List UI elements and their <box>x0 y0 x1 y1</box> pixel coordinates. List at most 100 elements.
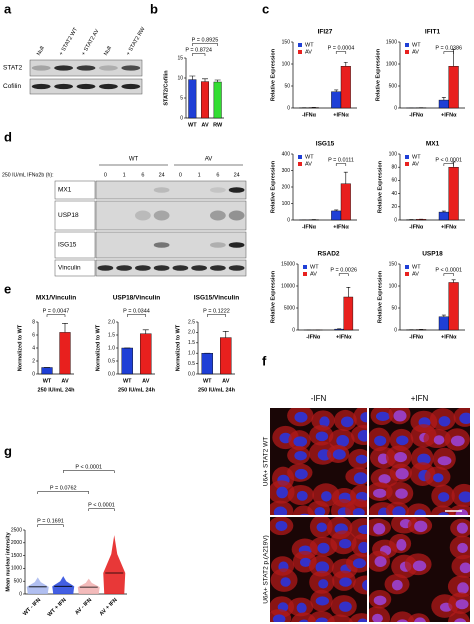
blot-band <box>97 265 114 271</box>
nucleus <box>396 435 409 446</box>
y-tick-label: 1500 <box>11 553 22 559</box>
y-axis-label: Normalized to WT <box>17 324 23 371</box>
nucleus <box>299 513 310 515</box>
x-tick-label: +IFNα <box>441 224 457 230</box>
nucleus <box>353 472 367 485</box>
nucleus <box>296 602 307 614</box>
annotation: P = 0.0004 <box>328 45 355 51</box>
blot-band <box>153 265 170 271</box>
bar <box>121 347 133 375</box>
nucleus <box>294 468 308 480</box>
y-tick-label: 0 <box>394 217 397 223</box>
y-tick-label: 200 <box>282 184 291 190</box>
x-tick-label: WT <box>43 378 52 384</box>
nucleus <box>339 577 352 587</box>
y-tick-label: 8 <box>32 319 35 325</box>
blot-band <box>153 187 170 193</box>
bracket <box>46 314 66 317</box>
annotation: P < 0.0001 <box>75 464 102 470</box>
annotation: P = 0.1691 <box>37 518 64 524</box>
y-tick-label: 0.0 <box>108 371 115 377</box>
bar <box>59 332 71 375</box>
nucleus <box>414 509 426 515</box>
legend-label: WT <box>310 264 319 270</box>
annotation: P = 0.8724 <box>185 47 212 53</box>
error-bar <box>222 331 229 338</box>
bar <box>343 296 354 331</box>
y-tick-label: 0 <box>180 115 183 121</box>
panel-letter: d <box>4 129 12 144</box>
y-tick-label: 2.0 <box>188 330 195 336</box>
blot-band <box>135 265 151 271</box>
time-label: 6 <box>216 172 219 178</box>
chart-title: USP18/Vinculin <box>113 295 161 302</box>
y-tick-label: 2000 <box>11 540 22 546</box>
lane-label: Null <box>103 46 113 57</box>
y-tick-label: 0 <box>287 217 290 223</box>
annotation: P < 0.0001 <box>435 267 462 273</box>
blot-band <box>228 187 245 193</box>
annotation: P = 0.0047 <box>43 308 70 314</box>
row-label-box <box>54 180 96 200</box>
nucleus <box>276 486 288 499</box>
nucleus <box>296 490 308 501</box>
bar <box>340 65 351 109</box>
chart-title: ISG15 <box>316 141 335 148</box>
y-tick-label: 2500 <box>11 527 22 533</box>
bar <box>448 65 459 109</box>
bracket <box>192 43 218 46</box>
bracket <box>443 273 454 276</box>
blot-band <box>153 242 170 248</box>
bracket <box>37 524 64 527</box>
error-bar <box>334 89 339 92</box>
nucleus <box>280 577 291 587</box>
y-tick-label: 100 <box>282 201 291 207</box>
legend-label: AV <box>305 161 312 167</box>
y-tick-label: 100 <box>389 283 398 289</box>
chart-title: MX1 <box>426 141 440 148</box>
nucleus <box>459 412 470 425</box>
bracket <box>335 51 347 54</box>
nucleus <box>374 556 387 568</box>
x-tick-label: RW <box>213 122 223 128</box>
x-tick-label: -IFNα <box>409 334 424 340</box>
nucleus <box>340 416 354 428</box>
annotation: P = 0.0111 <box>328 157 354 163</box>
blot-band <box>76 65 96 71</box>
nucleus <box>412 560 427 572</box>
y-tick-label: 15 <box>177 55 183 61</box>
blot-band <box>172 265 189 271</box>
cytoplasm <box>326 614 353 622</box>
blot-band <box>228 265 245 271</box>
nucleus <box>413 617 426 622</box>
chart-title: MX1/Vinculin <box>36 295 76 302</box>
y-tick-label: 5000 <box>284 305 295 311</box>
time-label: 0 <box>104 172 107 178</box>
nucleus <box>373 522 386 535</box>
y-tick-label: 20 <box>391 204 397 210</box>
x-tick-label: AV <box>201 122 209 128</box>
blot-band <box>210 210 226 221</box>
y-tick-label: 150 <box>389 261 398 267</box>
error-bar <box>202 78 208 82</box>
treatment-label: 250 IU/mL IFNα2b (h): <box>2 172 54 178</box>
x-tick-label: AV <box>222 378 230 384</box>
x-tick-label: AV - IFN <box>74 597 93 616</box>
bar <box>438 316 449 331</box>
nucleus <box>375 411 390 421</box>
x-tick-label: AV <box>61 378 69 384</box>
bracket <box>127 314 146 317</box>
y-tick-label: 0 <box>32 371 35 377</box>
bracket <box>37 491 89 494</box>
legend-swatch <box>298 43 302 47</box>
blot-band <box>210 265 226 271</box>
y-tick-label: 1.5 <box>108 332 115 338</box>
legend-label: AV <box>412 271 419 277</box>
nucleus <box>321 491 332 502</box>
lane-label: + STAT2 AV <box>81 28 101 57</box>
x-axis-label: 250 IU/mL 24h <box>38 387 76 393</box>
legend-label: WT <box>305 154 314 160</box>
x-tick-label: -IFNα <box>306 334 321 340</box>
bracket <box>63 470 115 473</box>
